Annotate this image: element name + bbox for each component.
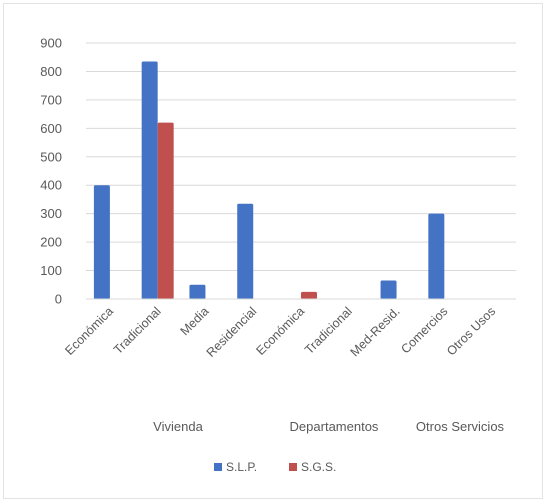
y-tick-label: 500 (40, 149, 62, 164)
x-category-label: Comercios (398, 304, 450, 356)
y-tick-label: 800 (40, 64, 62, 79)
y-tick-label: 900 (40, 36, 62, 51)
x-group-label: Departamentos (290, 419, 379, 434)
legend-swatch (289, 463, 297, 471)
x-category-label: Med-Resid. (348, 304, 403, 359)
y-tick-label: 100 (40, 263, 62, 278)
bar-sgs-4 (301, 291, 317, 299)
y-tick-label: 200 (40, 235, 62, 250)
chart-frame (3, 3, 543, 499)
y-tick-label: 300 (40, 206, 62, 221)
y-axis-tick-labels: 0 100 200 300 400 500 600 700 800 900 (40, 36, 62, 307)
y-tick-label: 700 (40, 92, 62, 107)
bars (93, 61, 445, 300)
x-category-label: Residencial (204, 304, 260, 360)
legend-swatch (214, 463, 222, 471)
legend: S.L.P. S.G.S. (214, 460, 336, 474)
y-tick-label: 0 (55, 292, 62, 307)
x-category-label: Económica (253, 304, 307, 358)
x-category-label: Económica (62, 304, 116, 358)
bar-slp-2 (189, 284, 206, 299)
x-category-label: Tradicional (111, 304, 164, 357)
bar-sgs-1 (157, 122, 174, 300)
legend-label: S.L.P. (226, 460, 257, 474)
x-category-label: Media (178, 304, 212, 338)
x-group-label: Vivienda (153, 419, 203, 434)
y-tick-label: 400 (40, 178, 62, 193)
bar-slp-7 (428, 213, 445, 299)
x-axis-group-labels: Vivienda Departamentos Otros Servicios (153, 419, 504, 434)
x-group-label: Otros Servicios (416, 419, 505, 434)
bar-slp-3 (237, 203, 254, 299)
x-category-label: Otros Usos (444, 304, 498, 358)
y-tick-label: 600 (40, 121, 62, 136)
bar-slp-0 (93, 185, 110, 299)
bar-slp-1 (141, 61, 158, 299)
legend-label: S.G.S. (301, 460, 336, 474)
bar-slp-6 (380, 280, 397, 299)
